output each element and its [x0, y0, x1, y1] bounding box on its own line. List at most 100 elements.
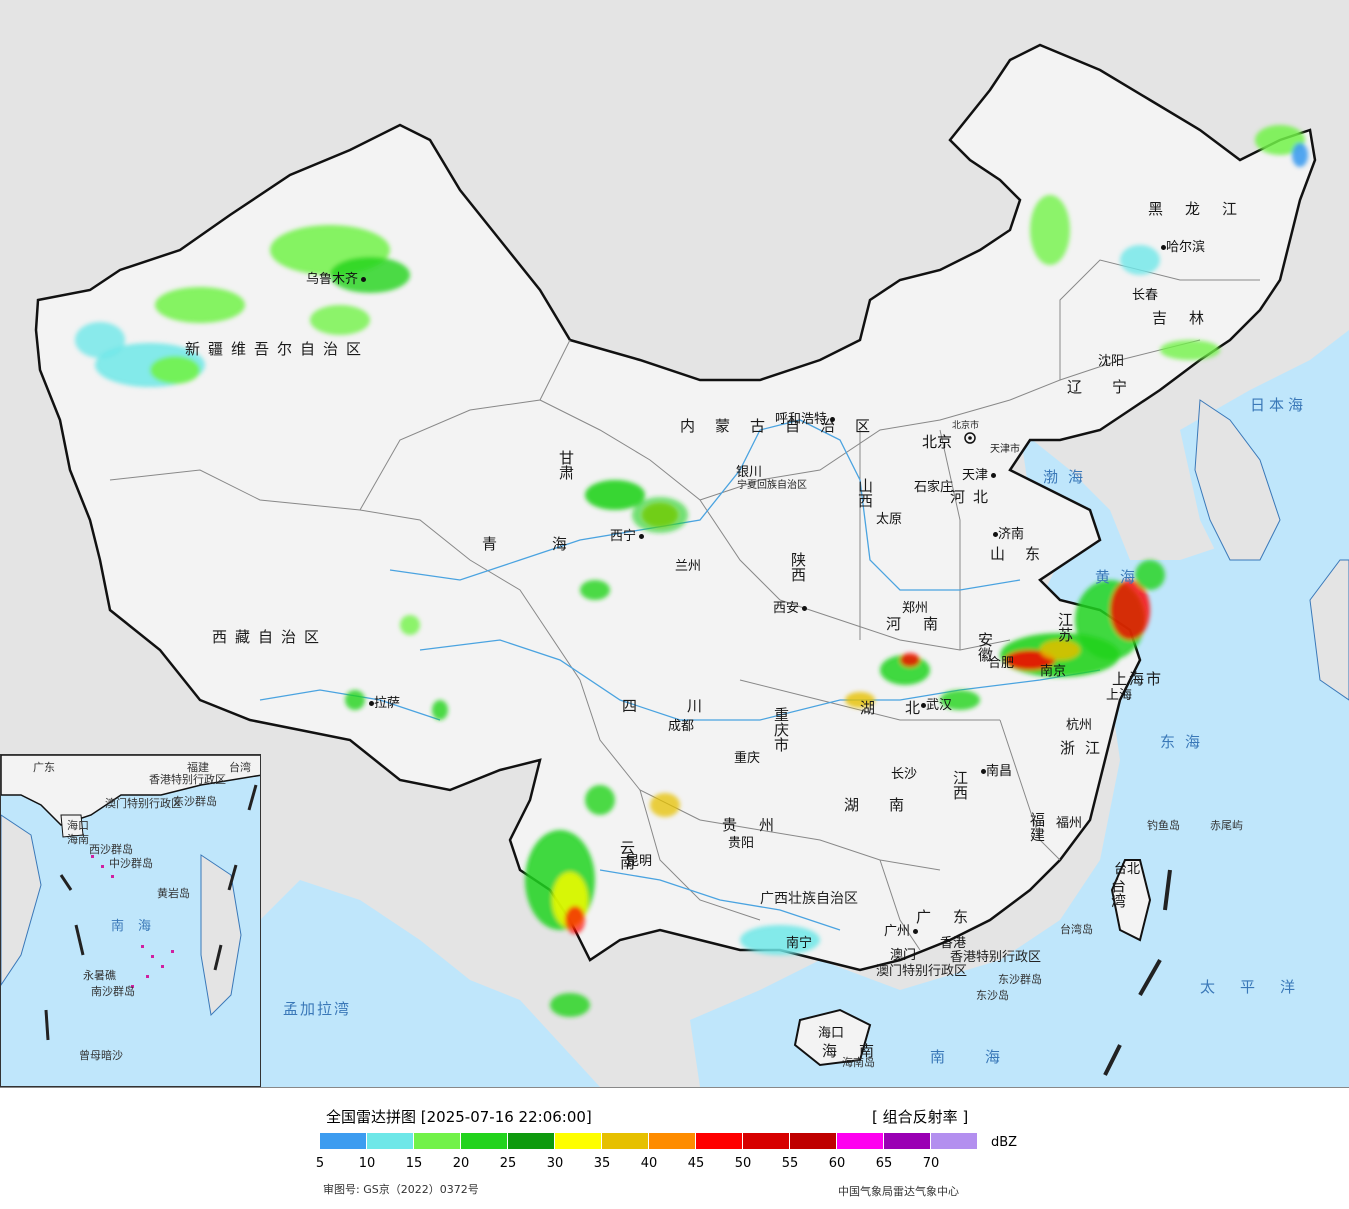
inset-guangdong: 广东 [33, 761, 55, 774]
scale-tick-label: 60 [828, 1156, 846, 1171]
color-swatch [837, 1133, 884, 1149]
label-zhejiang: 浙江 [1060, 739, 1111, 757]
label-guizhou: 贵州 [722, 816, 797, 834]
legend-panel: 全国雷达拼图 [2025-07-16 22:06:00] [ 组合反射率 ] d… [0, 1087, 1349, 1209]
scale-tick-label: 40 [640, 1156, 658, 1171]
sea-donghai: 东海 [1160, 733, 1211, 751]
legend-title: 全国雷达拼图 [2025-07-16 22:06:00] [326, 1108, 592, 1126]
city-taibei: 台北 [1114, 862, 1141, 877]
label-hubei: 湖北 [860, 699, 951, 717]
island-hainan: 海南岛 [842, 1056, 875, 1069]
label-jiangxi: 江西 [951, 770, 984, 800]
scale-tick-label: 45 [687, 1156, 705, 1171]
taiwan-island-shape [1110, 859, 1152, 942]
label-macau: 澳门特别行政区 [876, 964, 968, 979]
sea-japan: 日本海 [1250, 396, 1308, 414]
city-tianjin: 天津 [962, 464, 997, 483]
inset-taiwan: 台湾 [229, 761, 251, 774]
legend-unit: dBZ [991, 1135, 1018, 1150]
label-henan: 河南 [886, 615, 961, 633]
color-swatch [367, 1133, 414, 1149]
label-gansu: 甘肃 [557, 450, 616, 480]
inset-zengmu: 曾母暗沙 [79, 1049, 123, 1062]
scale-tick-label: 55 [781, 1156, 799, 1171]
label-hainan: 海南 [822, 1042, 897, 1060]
hainan-island [793, 1008, 872, 1067]
sea-area [690, 430, 1349, 1087]
label-hebei: 河北 [950, 488, 997, 506]
label-hunan: 湖南 [844, 796, 935, 814]
map-canvas [0, 0, 1349, 1087]
city-hohhot: 呼和浩特 [775, 408, 836, 427]
label-qinghai: 青海 [482, 535, 623, 553]
color-swatch [414, 1133, 461, 1149]
label-shanxi: 山西 [856, 478, 893, 508]
label-xinjiang: 新疆维吾尔自治区 [185, 340, 370, 358]
inset-yongshu: 永暑礁 [83, 969, 116, 982]
scale-tick-label: 35 [593, 1156, 611, 1171]
scale-tick-label: 50 [734, 1156, 752, 1171]
city-changchun: 长春 [1132, 288, 1159, 303]
city-shijiazhuang: 石家庄 [914, 480, 954, 495]
inset-hongkong: 香港特别行政区 [149, 773, 226, 786]
color-swatch [649, 1133, 696, 1149]
legend-product: [ 组合反射率 ] [872, 1108, 969, 1126]
scale-tick-label: 70 [922, 1156, 940, 1171]
label-tianjin: 天津市 [990, 444, 1020, 455]
color-swatch [320, 1133, 367, 1149]
label-jiangsu: 江苏 [1056, 612, 1074, 642]
island-taiwan: 台湾岛 [1060, 923, 1093, 936]
sea-nanhai: 南海 [930, 1048, 1041, 1066]
label-shanghai: 上海市 [1112, 670, 1164, 688]
label-guangxi: 广西壮族自治区 [760, 891, 858, 907]
city-haikou: 海口 [818, 1026, 845, 1041]
city-lhasa: 拉萨 [366, 692, 400, 711]
city-hefei: 合肥 [988, 656, 1015, 671]
radar-echoes [75, 125, 1308, 1017]
label-fujian: 福建 [1028, 812, 1046, 842]
label-ningxia: 宁夏回族自治区 [737, 480, 807, 492]
city-shanghai: 上海 [1106, 688, 1133, 703]
city-guiyang: 贵阳 [728, 836, 755, 851]
inset-zhongsha: 中沙群岛 [109, 857, 153, 870]
island-diaoyu: 钓鱼岛 [1147, 819, 1180, 832]
beijing-marker [964, 432, 976, 444]
city-changsha: 长沙 [891, 767, 918, 782]
color-swatch [696, 1133, 743, 1149]
city-wuhan: 武汉 [918, 694, 952, 713]
inset-nanhai: 南海 [111, 919, 166, 934]
color-swatch [602, 1133, 649, 1149]
city-zhengzhou: 郑州 [902, 601, 929, 616]
island-chiwei: 赤尾屿 [1210, 819, 1243, 832]
label-beijing-shi: 北京市 [952, 421, 980, 431]
sea-bengal: 孟加拉湾 [283, 1000, 352, 1018]
label-jilin: 吉林 [1152, 309, 1227, 327]
city-xining: 西宁 [610, 525, 645, 544]
bay-of-bengal [250, 880, 600, 1087]
label-taiwan: 台湾 [1109, 878, 1127, 908]
label-shaanxi: 陕西 [789, 552, 826, 582]
inset-fujian: 福建 [187, 761, 209, 774]
city-guangzhou: 广州 [884, 920, 919, 939]
color-scale-bar [320, 1133, 978, 1149]
city-hangzhou: 杭州 [1066, 718, 1093, 733]
city-nanning: 南宁 [786, 936, 813, 951]
color-swatch [555, 1133, 602, 1149]
review-number: 审图号: GS京（2022）0372号 [323, 1183, 479, 1196]
inset-nansha: 南沙群岛 [91, 985, 135, 998]
label-shandong: 山东 [990, 545, 1061, 563]
label-sichuan: 四川 [622, 697, 753, 715]
label-xizang: 西藏自治区 [212, 628, 328, 646]
radar-map: 新疆维吾尔自治区 西藏自治区 青海 甘肃 内蒙古自治区 宁夏回族自治区 黑龙江 … [0, 0, 1349, 1087]
label-heilongjiang: 黑龙江 [1148, 200, 1260, 218]
credit-text: 中国气象局雷达气象中心 [838, 1185, 959, 1198]
city-shenyang: 沈阳 [1098, 354, 1125, 369]
city-harbin: 哈尔滨 [1158, 236, 1205, 255]
color-swatch [508, 1133, 555, 1149]
city-chengdu: 成都 [668, 719, 695, 734]
city-nanchang: 南昌 [978, 760, 1012, 779]
sea-pacific: 太平洋 [1200, 978, 1321, 996]
scale-tick-label: 65 [875, 1156, 893, 1171]
city-chongqing: 重庆 [734, 751, 761, 766]
label-neimenggu: 内蒙古自治区 [680, 415, 890, 436]
